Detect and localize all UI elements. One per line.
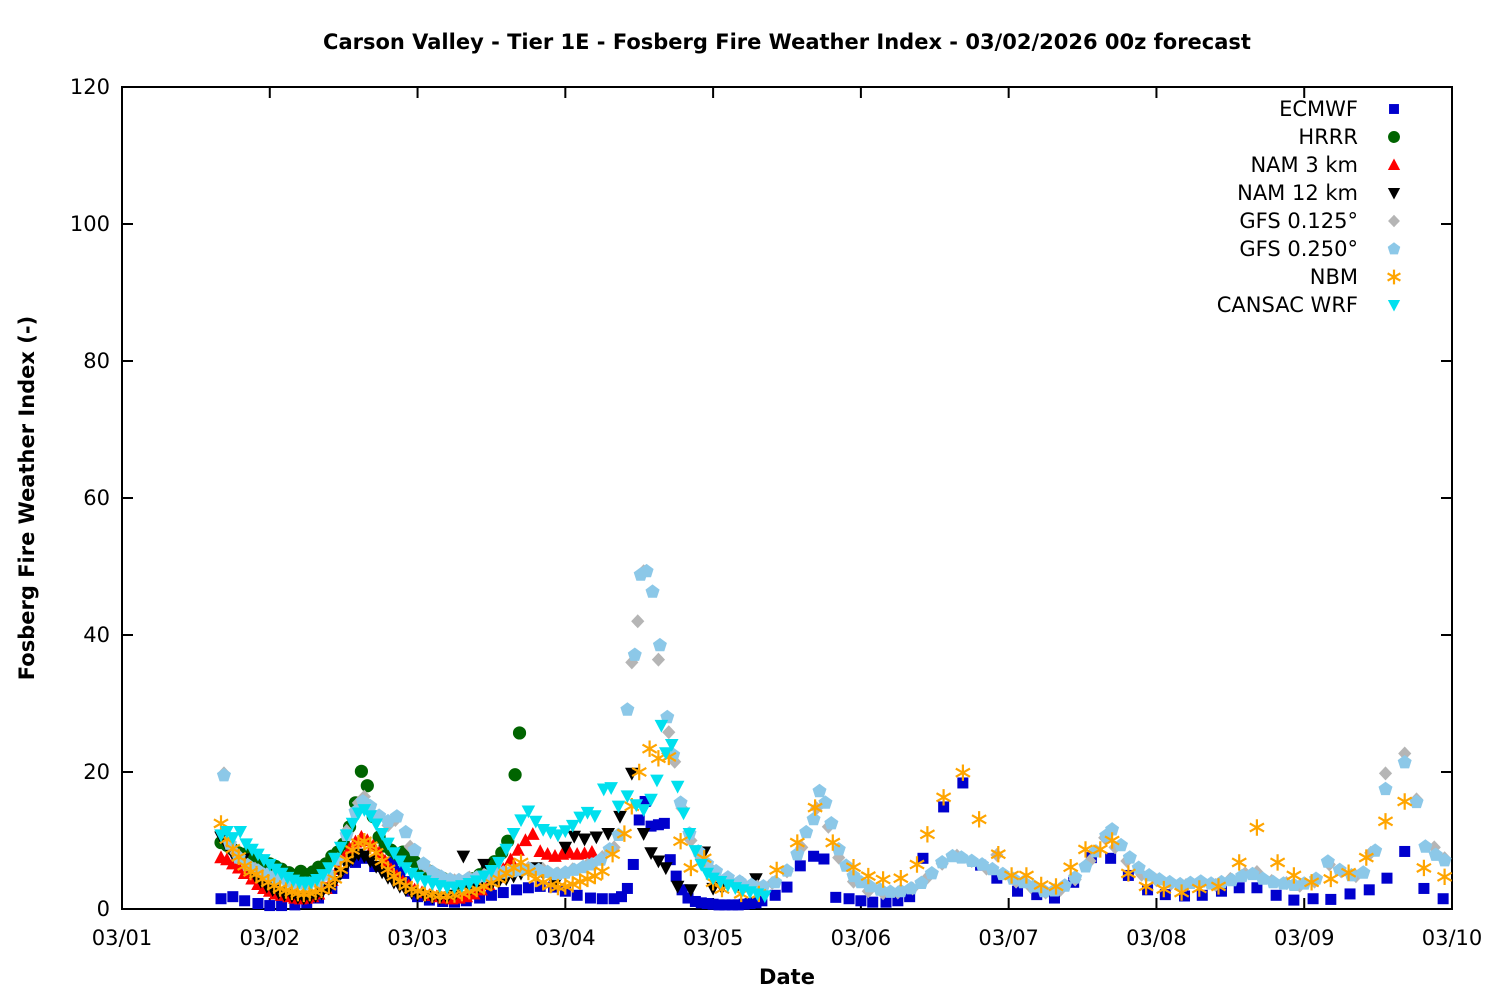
x-tick-label: 03/10 bbox=[1422, 926, 1483, 950]
x-axis-label: Date bbox=[759, 965, 815, 989]
diamond-icon bbox=[1388, 214, 1400, 228]
y-tick-label: 20 bbox=[83, 760, 110, 784]
chart-title: Carson Valley - Tier 1E - Fosberg Fire W… bbox=[323, 30, 1251, 54]
legend-item-label: GFS 0.125° bbox=[1239, 209, 1358, 233]
x-tick-label: 03/08 bbox=[1126, 926, 1187, 950]
x-tick-label: 03/07 bbox=[978, 926, 1039, 950]
triangle-up-icon bbox=[1387, 158, 1401, 171]
asterisk-icon bbox=[1387, 269, 1401, 285]
x-tick-label: 03/02 bbox=[240, 926, 301, 950]
triangle-down-icon bbox=[1387, 187, 1401, 200]
legend-item-label: CANSAC WRF bbox=[1216, 293, 1358, 317]
x-tick-label: 03/03 bbox=[387, 926, 448, 950]
legend-item-label: NBM bbox=[1309, 265, 1358, 289]
circle-icon bbox=[1388, 131, 1400, 143]
x-tick-label: 03/09 bbox=[1274, 926, 1335, 950]
legend-item-label: NAM 12 km bbox=[1237, 181, 1358, 205]
legend-item-gfs-0-125-: GFS 0.125° bbox=[1217, 207, 1406, 235]
legend-item-nam-3-km: NAM 3 km bbox=[1217, 151, 1406, 179]
x-tick-label: 03/01 bbox=[92, 926, 153, 950]
series-cansac-wrf-points bbox=[214, 719, 772, 904]
triangle-down-icon bbox=[1387, 299, 1401, 312]
legend-item-label: GFS 0.250° bbox=[1239, 237, 1358, 261]
square-icon bbox=[1389, 104, 1399, 114]
legend-item-ecmwf: ECMWF bbox=[1217, 95, 1406, 123]
axis-ticks: 03/01 03/02 03/03 03/04 03/05 03/06 03/07 03/08… bbox=[70, 75, 1482, 950]
pentagon-icon bbox=[1387, 242, 1401, 255]
x-tick-label: 03/06 bbox=[831, 926, 892, 950]
y-tick-label: 40 bbox=[83, 623, 110, 647]
series-ecmwf-points bbox=[215, 777, 1449, 912]
legend-item-label: ECMWF bbox=[1279, 97, 1358, 121]
y-tick-label: 120 bbox=[70, 75, 110, 99]
series-nbm-points bbox=[213, 740, 1453, 904]
y-tick-label: 0 bbox=[97, 897, 110, 921]
legend-item-cansac-wrf: CANSAC WRF bbox=[1217, 291, 1406, 319]
legend-item-nbm: NBM bbox=[1217, 263, 1406, 291]
x-tick-label: 03/04 bbox=[535, 926, 596, 950]
y-tick-label: 100 bbox=[70, 212, 110, 236]
legend-item-gfs-0-250-: GFS 0.250° bbox=[1217, 235, 1406, 263]
legend-item-label: HRRR bbox=[1298, 125, 1358, 149]
legend-item-hrrr: HRRR bbox=[1217, 123, 1406, 151]
legend: ECMWF HRRR NAM 3 km NAM 12 km GFS 0.125° GFS … bbox=[1217, 95, 1406, 319]
y-tick-label: 60 bbox=[83, 486, 110, 510]
x-tick-label: 03/05 bbox=[683, 926, 744, 950]
legend-item-label: NAM 3 km bbox=[1250, 153, 1358, 177]
legend-item-nam-12-km: NAM 12 km bbox=[1217, 179, 1406, 207]
y-tick-label: 80 bbox=[83, 349, 110, 373]
